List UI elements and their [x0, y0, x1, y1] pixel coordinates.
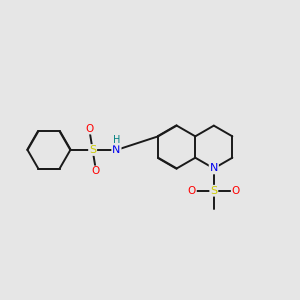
- Text: O: O: [85, 124, 94, 134]
- Text: O: O: [188, 186, 196, 196]
- Text: N: N: [210, 164, 218, 173]
- Text: O: O: [92, 167, 100, 176]
- Text: O: O: [232, 186, 240, 196]
- Text: S: S: [210, 186, 218, 196]
- Text: S: S: [89, 145, 96, 155]
- Text: H: H: [113, 135, 120, 145]
- Text: N: N: [112, 145, 121, 155]
